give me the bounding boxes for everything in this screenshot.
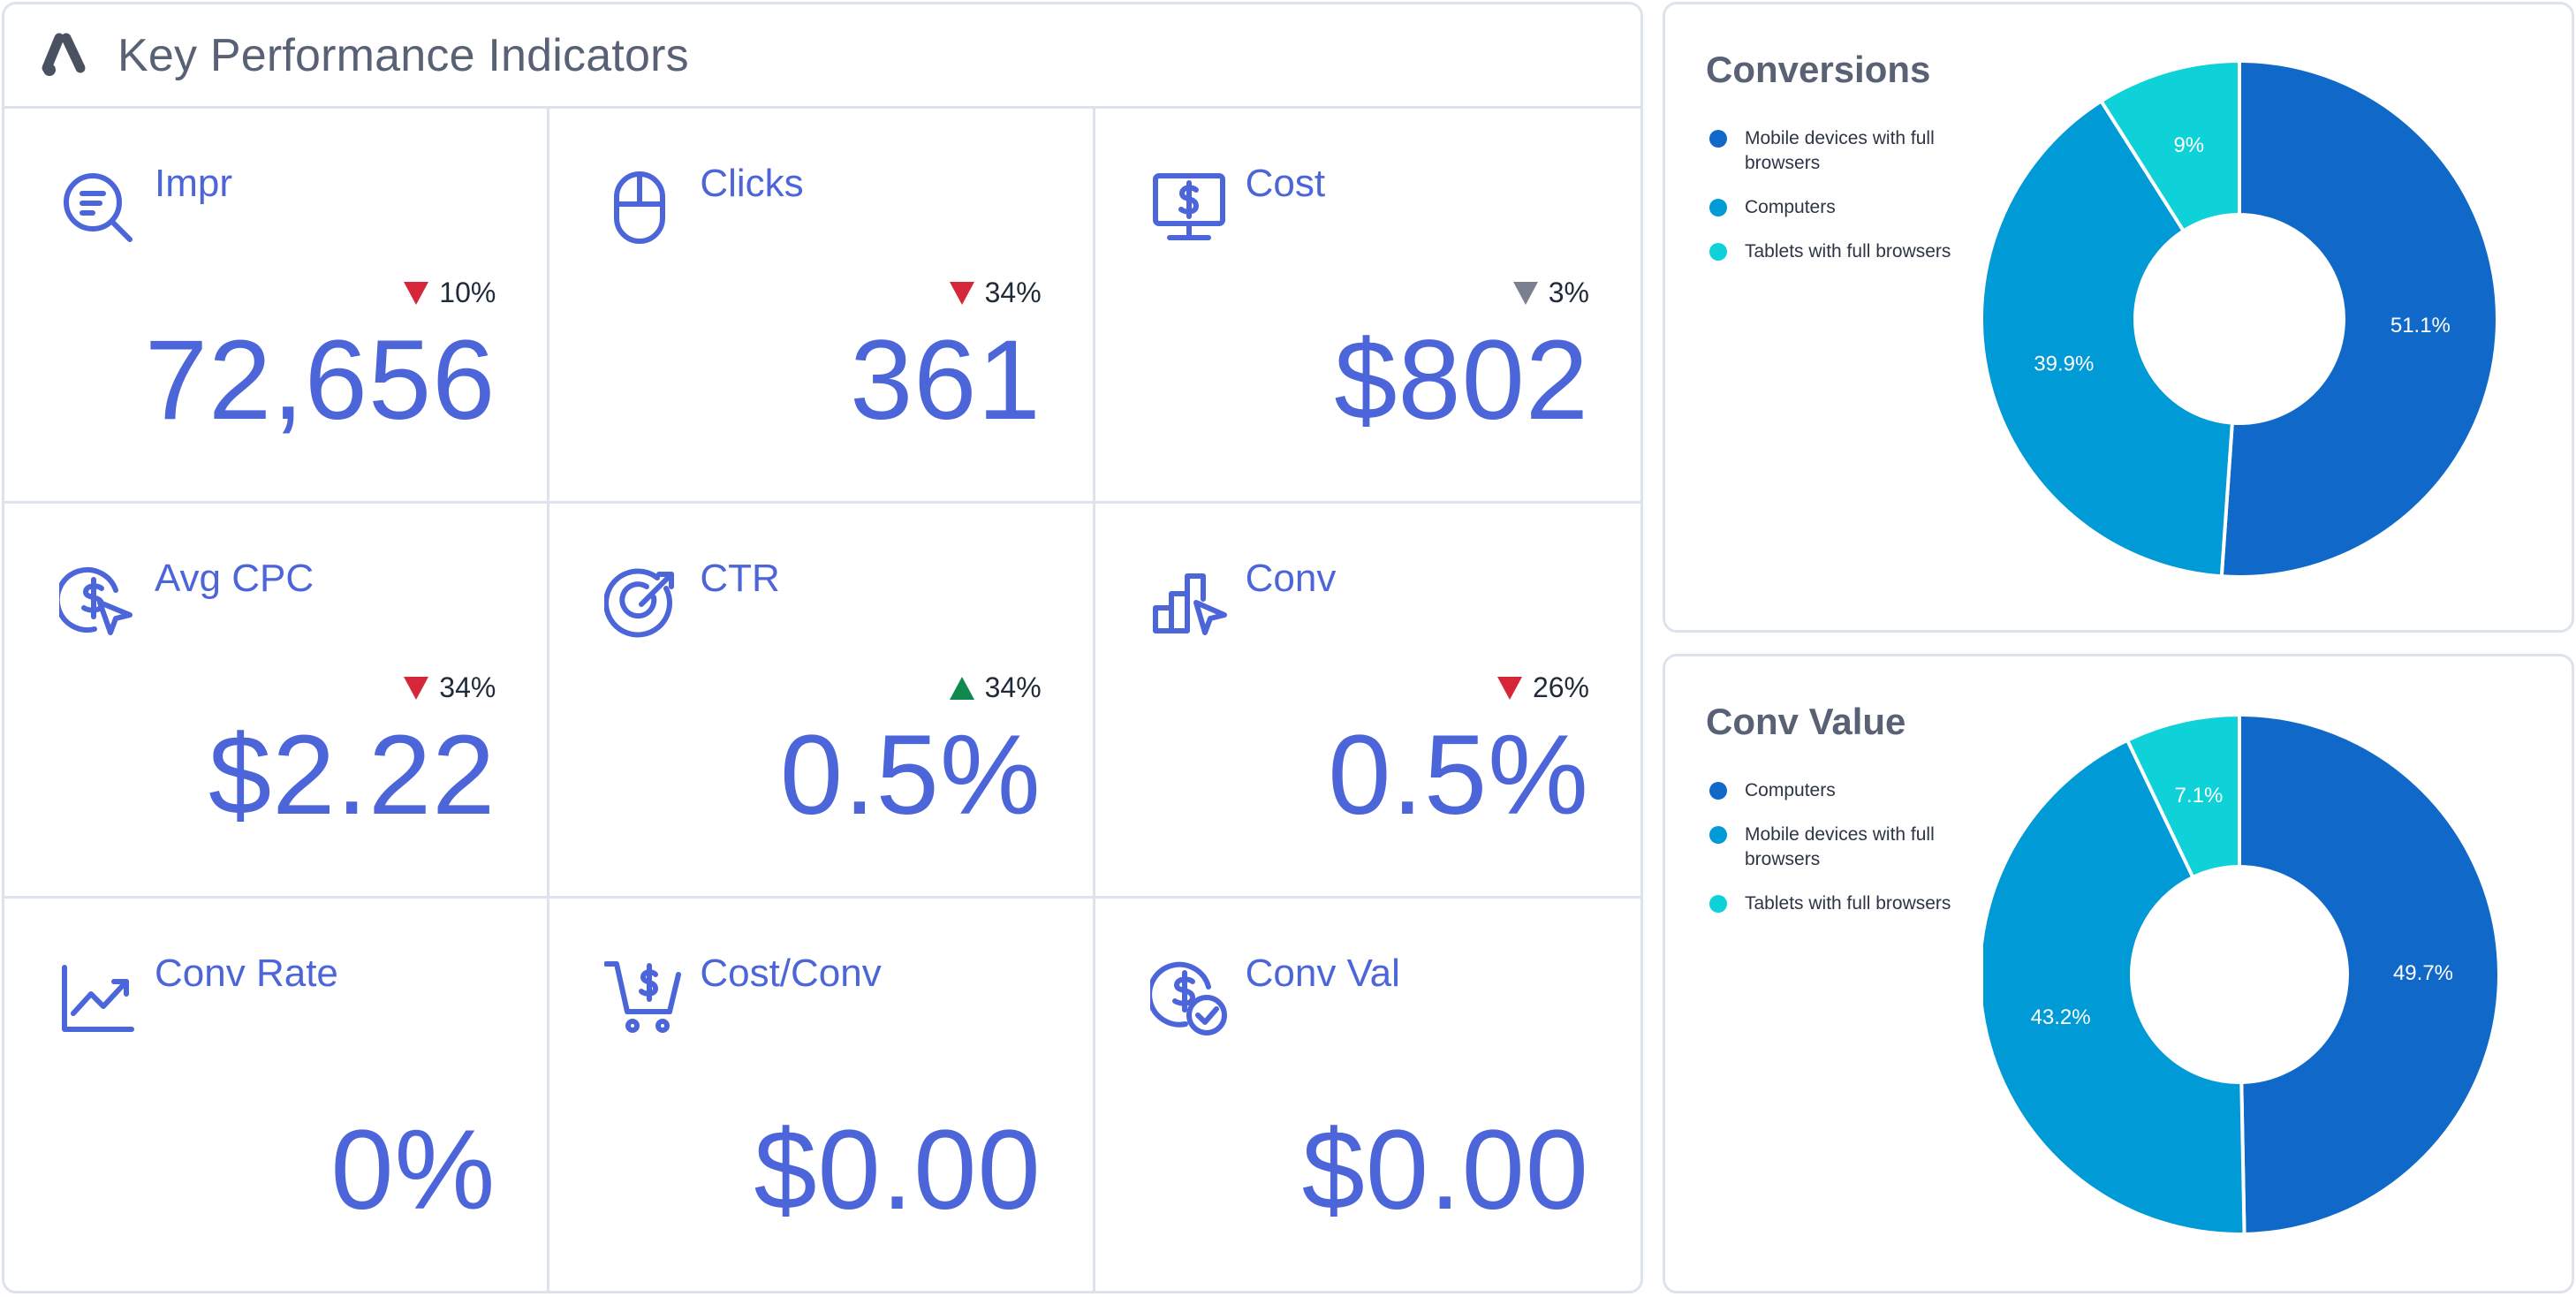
mouse-icon xyxy=(604,169,682,247)
legend-item[interactable]: Mobile devices with full browsers xyxy=(1709,823,2001,872)
kpi-value: $802 xyxy=(1334,317,1589,444)
slice-label: 51.1% xyxy=(2390,314,2451,338)
kpi-label: Cost/Conv xyxy=(700,952,882,995)
kpi-label: Conv Rate xyxy=(155,952,338,995)
kpi-tile-conv-val[interactable]: Conv Val $0.00 xyxy=(1095,899,1640,1291)
kpi-value: 0.5% xyxy=(1328,712,1589,838)
legend-swatch xyxy=(1709,782,1727,800)
kpi-change: 10% xyxy=(404,277,496,309)
legend-item[interactable]: Tablets with full browsers xyxy=(1709,239,2001,264)
legend-label: Computers xyxy=(1745,197,1836,217)
kpi-label: Cost xyxy=(1245,162,1326,205)
legend-label: Tablets with full browsers xyxy=(1745,241,1951,262)
kpi-change: 34% xyxy=(949,277,1042,309)
kpi-tile-ctr[interactable]: CTR 34% 0.5% xyxy=(549,504,1095,899)
trend-down-icon xyxy=(404,676,429,700)
kpi-header: Key Performance Indicators xyxy=(4,4,1640,109)
legend-label: Mobile devices with full browsers xyxy=(1745,128,1935,173)
target-icon xyxy=(604,564,682,641)
kpi-value: $0.00 xyxy=(1301,1107,1589,1233)
chart-legend: Computers Mobile devices with full brows… xyxy=(1709,778,2001,936)
legend-item[interactable]: Computers xyxy=(1709,195,2001,220)
kpi-value: $2.22 xyxy=(208,712,496,838)
kpi-change-value: 34% xyxy=(984,671,1042,703)
kpi-value: 361 xyxy=(850,317,1042,444)
kpi-tile-cost[interactable]: Cost 3% $802 xyxy=(1095,109,1640,504)
kpi-change: 34% xyxy=(949,671,1042,704)
google-ads-logo-icon xyxy=(42,33,86,76)
kpi-change-value: 34% xyxy=(984,277,1042,308)
kpi-value: 0.5% xyxy=(779,712,1042,838)
kpi-label: Clicks xyxy=(700,162,804,205)
legend-label: Computers xyxy=(1745,780,1836,800)
kpi-tile-impr[interactable]: Impr 10% 72,656 xyxy=(4,109,550,504)
cart-dollar-icon xyxy=(604,959,682,1036)
kpi-value: 0% xyxy=(330,1107,496,1233)
legend-swatch xyxy=(1709,243,1727,261)
kpi-change: 26% xyxy=(1496,671,1589,704)
page-title: Key Performance Indicators xyxy=(117,29,689,81)
legend-swatch xyxy=(1709,199,1727,216)
legend-item[interactable]: Computers xyxy=(1709,778,2001,803)
kpi-change: 3% xyxy=(1512,277,1589,309)
legend-swatch xyxy=(1709,895,1727,913)
kpi-change-value: 10% xyxy=(439,277,496,308)
kpi-tile-conv-rate[interactable]: Conv Rate 0% xyxy=(4,899,550,1291)
conv-value-donut-chart: 49.7% 43.2% 7.1% xyxy=(1983,712,2501,1236)
kpi-change-value: 34% xyxy=(439,671,496,703)
search-analytics-icon xyxy=(59,169,137,247)
kpi-tile-avg-cpc[interactable]: Avg CPC 34% $2.22 xyxy=(4,504,550,899)
monitor-dollar-icon xyxy=(1150,169,1228,247)
legend-item[interactable]: Mobile devices with full browsers xyxy=(1709,126,2001,176)
legend-label: Tablets with full browsers xyxy=(1745,893,1951,914)
conversions-chart-panel: Conversions Mobile devices with full bro… xyxy=(1663,2,2574,633)
conv-value-chart-panel: Conv Value Computers Mobile devices with… xyxy=(1663,654,2574,1293)
chart-title: Conversions xyxy=(1706,49,1931,90)
legend-item[interactable]: Tablets with full browsers xyxy=(1709,891,2001,916)
trend-chart-icon xyxy=(59,959,137,1036)
trend-down-icon xyxy=(949,281,974,305)
slice-label: 9% xyxy=(2173,133,2204,157)
chart-legend: Mobile devices with full browsers Comput… xyxy=(1709,126,2001,284)
chart-title: Conv Value xyxy=(1706,701,1906,742)
trend-down-icon xyxy=(404,281,429,305)
kpi-change-value: 3% xyxy=(1548,277,1589,308)
slice-label: 49.7% xyxy=(2393,961,2453,985)
dollar-cursor-icon xyxy=(59,564,137,641)
kpi-change-value: 26% xyxy=(1532,671,1589,703)
kpi-label: Avg CPC xyxy=(155,557,314,600)
trend-up-icon xyxy=(949,676,974,700)
kpi-label: CTR xyxy=(700,557,780,600)
slice-label: 7.1% xyxy=(2175,784,2224,808)
kpi-label: Conv Val xyxy=(1245,952,1400,995)
legend-swatch xyxy=(1709,130,1727,148)
bars-cursor-icon xyxy=(1150,564,1228,641)
pie-slice[interactable] xyxy=(1983,98,2234,579)
pie-slice[interactable] xyxy=(2125,712,2241,880)
conversions-donut-chart: 51.1% 39.9% 9% xyxy=(1983,58,2499,579)
kpi-value: 72,656 xyxy=(144,317,496,444)
legend-swatch xyxy=(1709,826,1727,844)
slice-label: 43.2% xyxy=(2031,1005,2091,1029)
legend-label: Mobile devices with full browsers xyxy=(1745,824,1935,869)
trend-down-icon xyxy=(1496,676,1522,700)
kpi-label: Impr xyxy=(155,162,232,205)
pie-slice[interactable] xyxy=(2219,58,2499,579)
pie-slice[interactable] xyxy=(2238,712,2501,1236)
kpi-panel: Key Performance Indicators Impr xyxy=(2,2,1643,1293)
kpi-value: $0.00 xyxy=(754,1107,1042,1233)
slice-label: 39.9% xyxy=(2034,352,2094,375)
kpi-change: 34% xyxy=(404,671,496,704)
kpi-grid: Impr 10% 72,656 Clicks xyxy=(4,109,1640,1291)
kpi-tile-cost-conv[interactable]: Cost/Conv $0.00 xyxy=(549,899,1095,1291)
kpi-tile-conv[interactable]: Conv 26% 0.5% xyxy=(1095,504,1640,899)
pie-slice[interactable] xyxy=(2098,58,2241,234)
kpi-tile-clicks[interactable]: Clicks 34% 361 xyxy=(549,109,1095,504)
trend-neutral-icon xyxy=(1512,281,1538,305)
kpi-label: Conv xyxy=(1245,557,1337,600)
pie-slice[interactable] xyxy=(1983,738,2246,1236)
dollar-check-icon xyxy=(1149,959,1228,1036)
